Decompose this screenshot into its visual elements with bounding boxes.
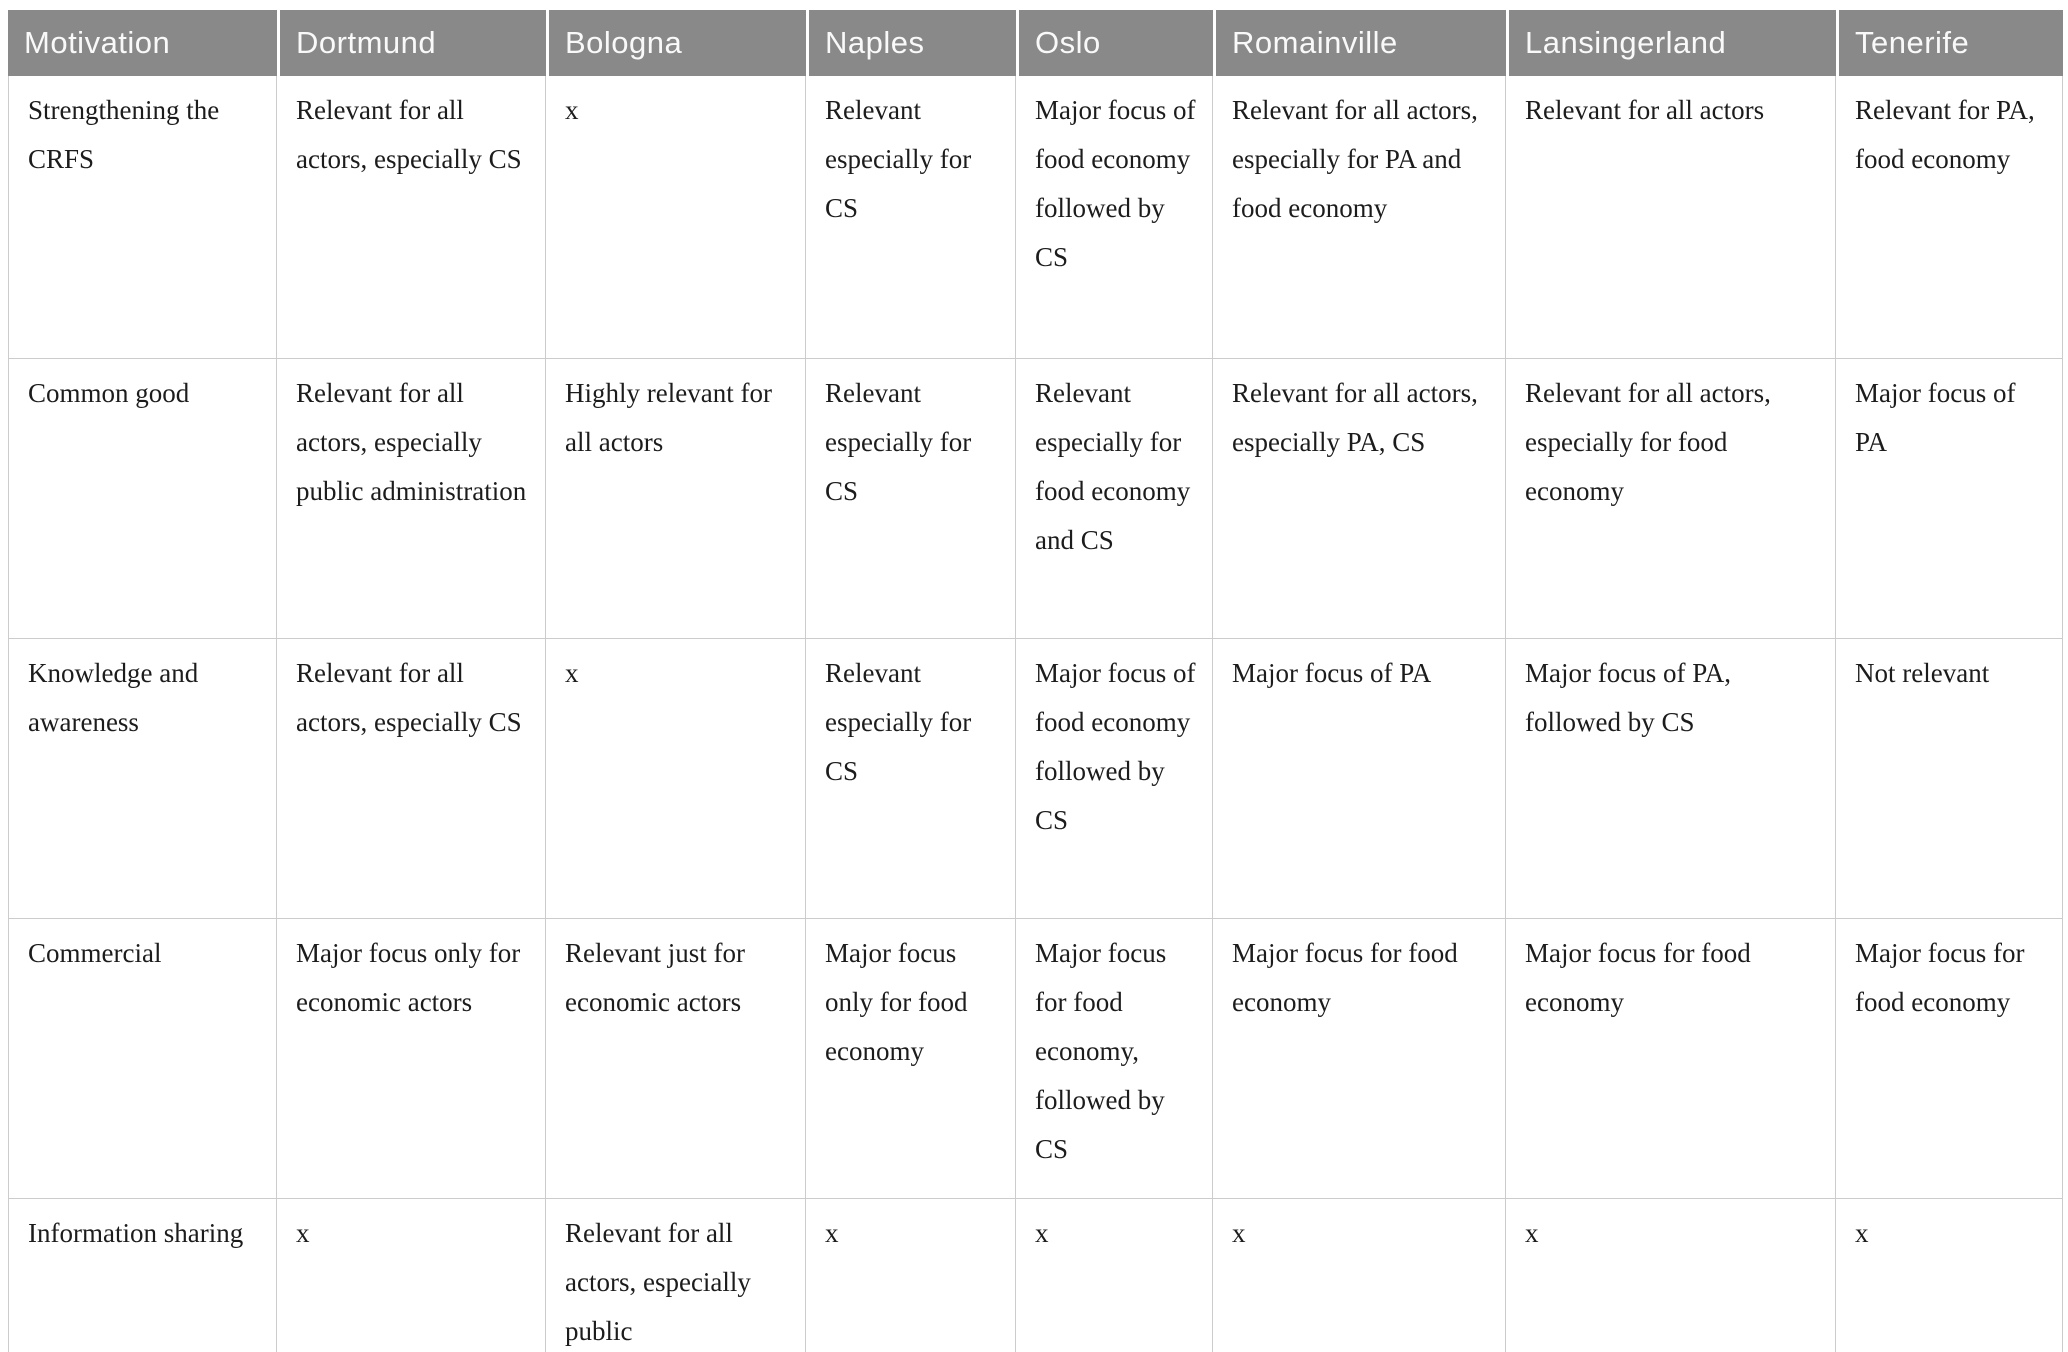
table-header-row: Motivation Dortmund Bologna Naples Oslo … [8,10,2063,76]
table-cell: Major focus of food economy followed by … [1016,639,1213,919]
table-cell: Relevant for PA, food economy [1836,76,2063,359]
table-row-commercial: Commercial Major focus only for economic… [8,919,2063,1199]
table-cell: Relevant for all actors, especially CS [277,639,546,919]
table-cell: Major focus of PA [1836,359,2063,639]
table-cell: Relevant for all actors, especially PA, … [1213,359,1506,639]
table-cell: Major focus for food economy, followed b… [1016,919,1213,1199]
table-cell: Major focus for food economy [1506,919,1836,1199]
table-cell: Major focus of PA [1213,639,1506,919]
table-row-knowledge-awareness: Knowledge and awareness Relevant for all… [8,639,2063,919]
table-cell: Relevant for all actors [1506,76,1836,359]
table-cell: x [1836,1199,2063,1352]
column-header-romainville: Romainville [1213,10,1506,76]
table-cell: Relevant for all actors, especially CS [277,76,546,359]
table-cell: Major focus of food economy followed by … [1016,76,1213,359]
table-cell: Relevant for all actors, especially publ… [546,1199,806,1352]
table-cell: Relevant just for economic actors [546,919,806,1199]
table-cell: Relevant especially for CS [806,359,1016,639]
table-cell: Relevant for all actors, especially publ… [277,359,546,639]
row-label-cell: Common good [8,359,277,639]
table-row-information-sharing: Information sharing x Relevant for all a… [8,1199,2063,1352]
table-cell: Major focus only for economic actors [277,919,546,1199]
table-cell: x [277,1199,546,1352]
table-cell: Major focus for food economy [1836,919,2063,1199]
table-cell: x [1506,1199,1836,1352]
table-cell: Relevant for all actors, especially for … [1213,76,1506,359]
table-cell: Major focus of PA, followed by CS [1506,639,1836,919]
table-cell: x [1213,1199,1506,1352]
table-cell: Major focus only for food economy [806,919,1016,1199]
table-cell: Relevant especially for CS [806,76,1016,359]
table-cell: x [1016,1199,1213,1352]
column-header-bologna: Bologna [546,10,806,76]
table-cell: Relevant especially for CS [806,639,1016,919]
column-header-oslo: Oslo [1016,10,1213,76]
row-label-cell: Information sharing [8,1199,277,1352]
table-cell: x [546,76,806,359]
table-cell: Relevant especially for food economy and… [1016,359,1213,639]
row-label-cell: Knowledge and awareness [8,639,277,919]
column-header-tenerife: Tenerife [1836,10,2063,76]
table-cell: Not relevant [1836,639,2063,919]
table-cell: x [806,1199,1016,1352]
row-label-cell: Commercial [8,919,277,1199]
table-row-common-good: Common good Relevant for all actors, esp… [8,359,2063,639]
table-cell: Highly relevant for all actors [546,359,806,639]
column-header-lansingerland: Lansingerland [1506,10,1836,76]
column-header-dortmund: Dortmund [277,10,546,76]
row-label-cell: Strengthening the CRFS [8,76,277,359]
motivation-by-city-table: Motivation Dortmund Bologna Naples Oslo … [8,10,2063,1352]
table-row-strengthening-crfs: Strengthening the CRFS Relevant for all … [8,76,2063,359]
table-cell: Relevant for all actors, especially for … [1506,359,1836,639]
table-cell: x [546,639,806,919]
table-cell: Major focus for food economy [1213,919,1506,1199]
column-header-naples: Naples [806,10,1016,76]
column-header-motivation: Motivation [8,10,277,76]
